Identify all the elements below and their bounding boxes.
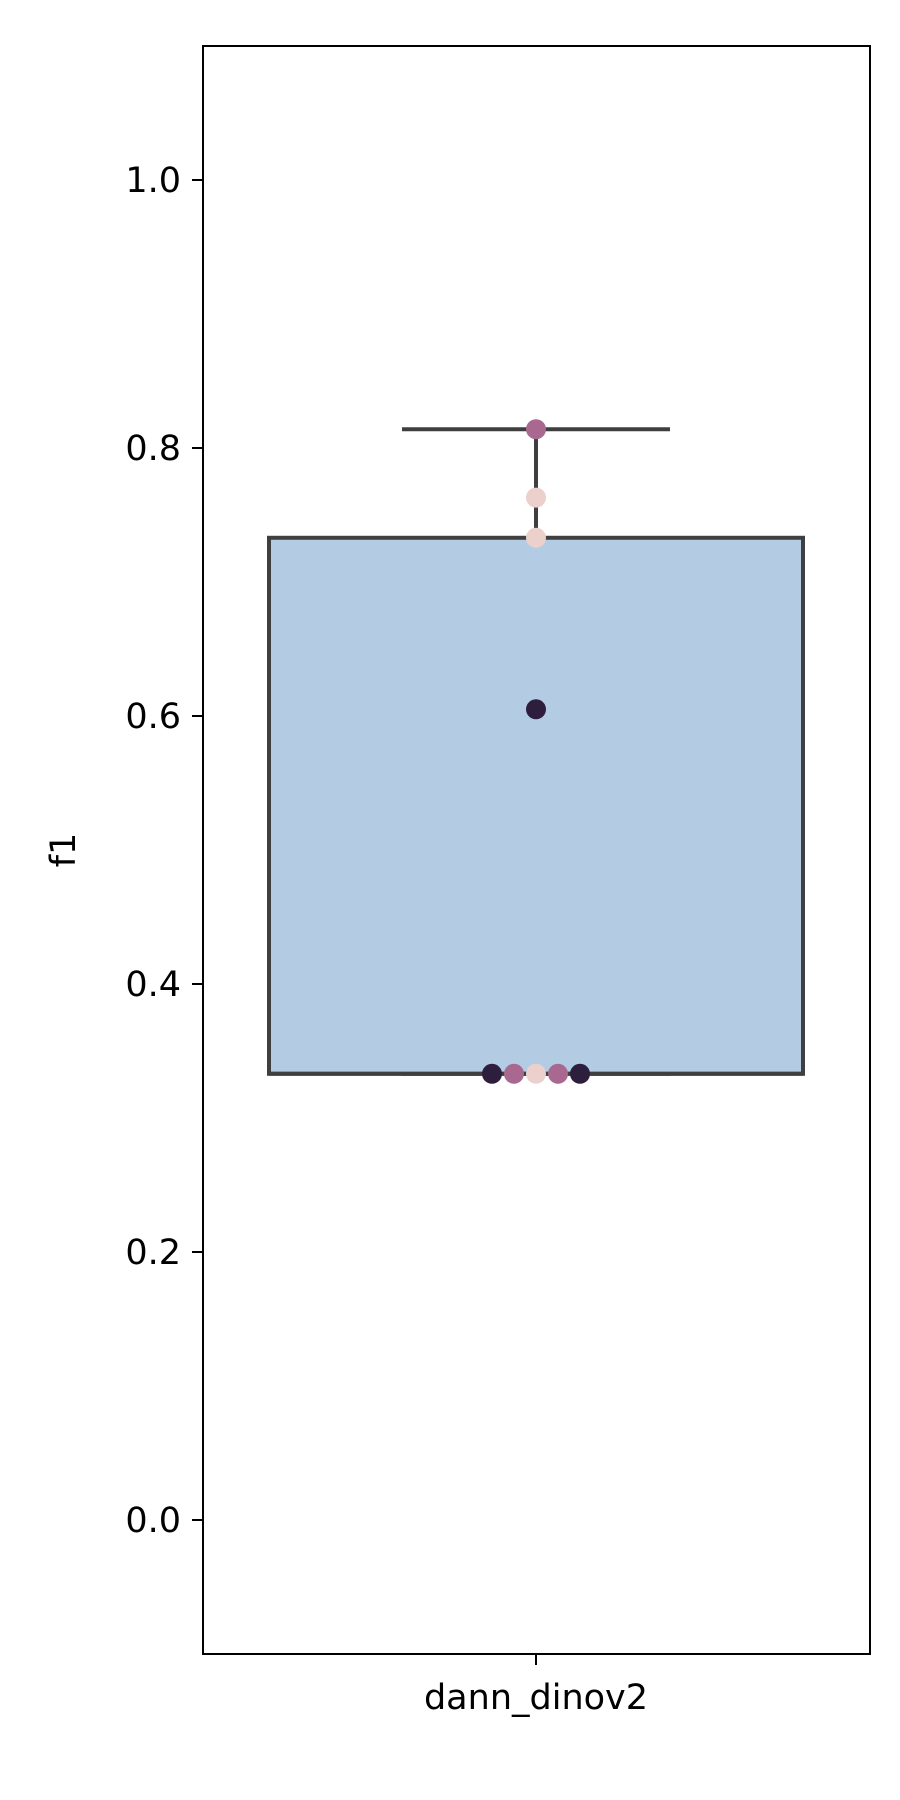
y-tick-label: 0.4: [125, 965, 181, 1005]
data-point: [526, 527, 546, 548]
data-point: [482, 1063, 502, 1084]
data-point: [526, 419, 546, 440]
x-axis: dann_dinov2: [424, 1654, 648, 1718]
x-tick-label: dann_dinov2: [424, 1678, 648, 1718]
iqr-box: [267, 535, 805, 1076]
y-tick-label: 0.0: [125, 1501, 181, 1541]
y-tick-label: 0.2: [125, 1233, 181, 1273]
data-point: [526, 1063, 546, 1084]
y-axis: 0.0 0.2 0.4 0.6 0.8 1.0: [125, 161, 203, 1541]
y-tick-label: 1.0: [125, 161, 181, 201]
data-point: [504, 1063, 524, 1084]
y-tick-label: 0.8: [125, 429, 181, 469]
plot-area: [267, 419, 805, 1084]
data-point: [526, 699, 546, 720]
data-point: [548, 1063, 568, 1084]
data-point: [526, 487, 546, 508]
y-tick-label: 0.6: [125, 697, 181, 737]
data-point: [570, 1063, 590, 1084]
y-axis-label: f1: [44, 833, 84, 868]
